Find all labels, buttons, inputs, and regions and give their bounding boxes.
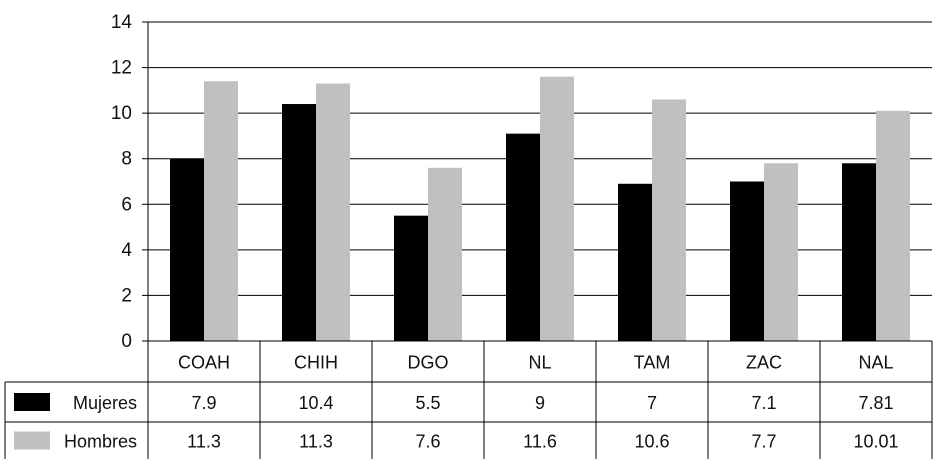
y-tick-label: 6 xyxy=(121,194,132,215)
bar-hombres-tam xyxy=(652,99,686,341)
y-tick-label: 14 xyxy=(111,12,133,33)
data-label: 11.6 xyxy=(523,432,557,452)
data-label: 10.6 xyxy=(634,432,669,452)
category-label: ZAC xyxy=(746,353,782,373)
bar-mujeres-coah xyxy=(170,158,204,341)
legend-label-mujeres: Mujeres xyxy=(73,393,137,413)
category-label: NAL xyxy=(858,353,893,373)
data-label: 7.9 xyxy=(191,393,216,413)
bar-mujeres-dgo xyxy=(394,215,428,341)
bar-hombres-coah xyxy=(204,81,238,341)
y-tick-label: 4 xyxy=(121,240,132,261)
axes xyxy=(142,21,149,459)
data-label: 10.01 xyxy=(853,432,898,452)
data-label: 11.3 xyxy=(299,432,333,452)
category-label: NL xyxy=(528,353,551,373)
y-tick-label: 2 xyxy=(121,285,132,306)
data-label: 7.6 xyxy=(415,432,440,452)
bar-mujeres-tam xyxy=(618,183,652,341)
category-label: DGO xyxy=(407,353,448,373)
data-label: 7.1 xyxy=(751,393,776,413)
data-label: 7.81 xyxy=(858,393,893,413)
bar-hombres-nal xyxy=(876,110,910,341)
data-label: 7 xyxy=(647,393,657,413)
legend-label-hombres: Hombres xyxy=(64,432,137,452)
y-tick-label: 12 xyxy=(111,58,132,79)
category-label: CHIH xyxy=(294,353,338,373)
y-tick-label: 8 xyxy=(121,149,132,170)
data-label: 5.5 xyxy=(415,393,440,413)
bar-mujeres-nal xyxy=(842,163,876,341)
legend-swatch-hombres xyxy=(14,431,50,450)
category-label: TAM xyxy=(634,353,671,373)
data-label: 10.4 xyxy=(298,393,333,413)
data-label: 7.7 xyxy=(751,432,776,452)
bar-hombres-zac xyxy=(764,163,798,341)
y-tick-label: 10 xyxy=(111,103,132,124)
y-axis-tick-labels: 0 2 4 6 8 10 12 14 xyxy=(111,12,133,352)
bar-hombres-nl xyxy=(540,76,574,341)
category-label: COAH xyxy=(178,353,230,373)
bar-mujeres-chih xyxy=(282,104,316,342)
bar-mujeres-zac xyxy=(730,181,764,341)
bar-mujeres-nl xyxy=(506,133,540,341)
bars xyxy=(170,76,910,342)
bar-hombres-chih xyxy=(316,83,350,342)
data-label: 11.3 xyxy=(187,432,221,452)
legend-swatch-mujeres xyxy=(14,393,50,411)
bar-hombres-dgo xyxy=(428,167,462,341)
y-tick-label: 0 xyxy=(121,331,132,352)
data-label: 9 xyxy=(535,393,545,413)
data-table: COAH CHIH DGO NL TAM ZAC NAL Mujeres 7.9 10.4 5.5 9… xyxy=(4,340,933,459)
